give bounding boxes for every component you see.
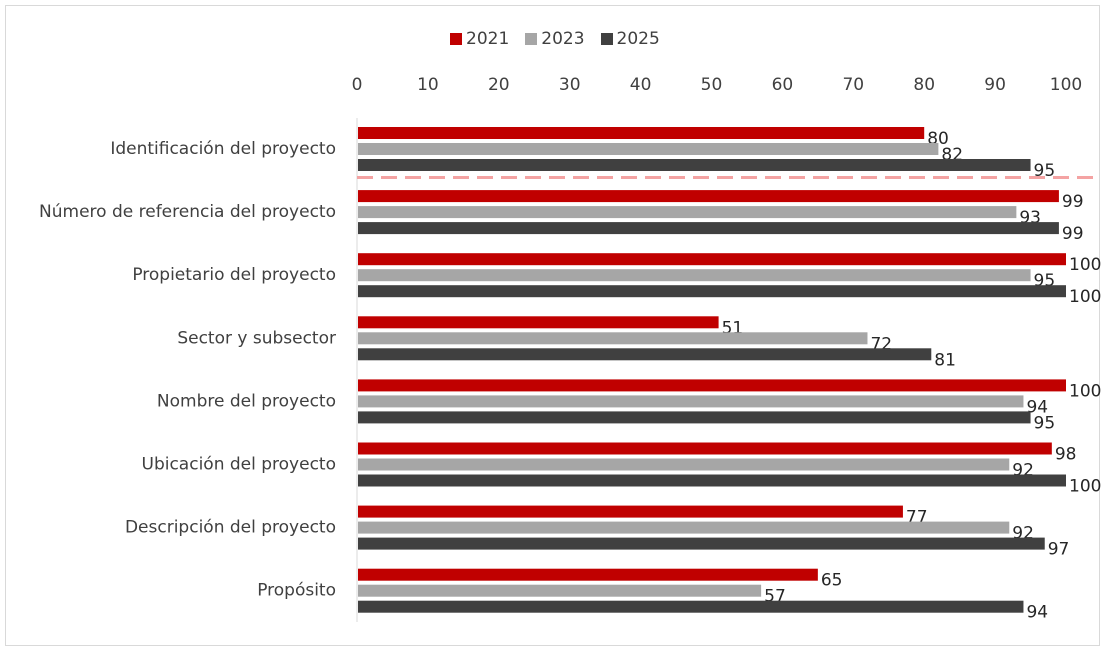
bar-2023	[358, 332, 868, 345]
bar-2025	[358, 159, 1031, 171]
category-label: Número de referencia del proyecto	[39, 202, 336, 222]
data-label-2025: 95	[1034, 413, 1056, 433]
data-label-2023: 94	[1026, 397, 1048, 417]
category-label: Propósito	[257, 581, 336, 601]
x-tick-label: 0	[352, 75, 363, 95]
legend-swatch-2025	[600, 33, 613, 45]
data-label-2021: 100	[1069, 381, 1101, 401]
data-label-2025: 99	[1062, 224, 1084, 244]
bar-2023	[358, 269, 1031, 282]
bar-2023	[358, 143, 939, 155]
bar-2023	[358, 395, 1024, 408]
legend-swatch-2023	[525, 33, 538, 45]
data-label-2025: 97	[1048, 540, 1070, 560]
category-label: Nombre del proyecto	[157, 391, 336, 411]
bar-2025	[358, 537, 1045, 550]
bar-2025	[358, 222, 1059, 235]
bar-2023	[358, 206, 1017, 219]
bar-2021	[358, 379, 1066, 392]
bar-2021	[358, 505, 903, 518]
data-label-2021: 100	[1069, 255, 1101, 275]
bar-2021	[358, 442, 1052, 455]
bar-2023	[358, 584, 762, 597]
category-label: Ubicación del proyecto	[142, 455, 337, 475]
data-label-2021: 98	[1055, 445, 1077, 465]
data-label-2025: 81	[934, 350, 956, 370]
category-label: Propietario del proyecto	[132, 265, 336, 285]
bar-2021	[358, 316, 719, 329]
bar-2025	[358, 411, 1031, 424]
category-label: Sector y subsector	[177, 328, 336, 348]
bar-2021	[358, 568, 818, 581]
bar-2023	[358, 521, 1010, 534]
legend-item-2021: 2021	[450, 29, 509, 49]
data-label-2021: 65	[821, 571, 843, 591]
x-tick-label: 80	[913, 75, 935, 95]
data-label-2025: 100	[1069, 477, 1101, 497]
data-label-2025: 100	[1069, 287, 1101, 307]
bar-2025	[358, 348, 932, 361]
category-label: Descripción del proyecto	[125, 518, 336, 538]
legend-label-2021: 2021	[466, 29, 510, 49]
x-tick-label: 40	[630, 75, 652, 95]
data-label-2021: 99	[1062, 192, 1084, 212]
legend-item-2023: 2023	[525, 29, 585, 49]
bar-2023	[358, 458, 1010, 471]
legend-label-2023: 2023	[541, 29, 585, 49]
bar-2021	[358, 190, 1059, 203]
x-tick-label: 90	[984, 75, 1006, 95]
data-label-2025: 94	[1026, 603, 1048, 623]
x-tick-label: 10	[417, 75, 439, 95]
category-label: Identificación del proyecto	[110, 139, 336, 159]
bar-2021	[358, 253, 1066, 266]
x-tick-label: 70	[842, 75, 864, 95]
bar-2025	[358, 285, 1066, 298]
x-tick-label: 100	[1050, 75, 1082, 95]
bar-2025	[358, 600, 1024, 613]
x-tick-label: 50	[701, 75, 723, 95]
x-tick-label: 20	[488, 75, 510, 95]
x-tick-label: 30	[559, 75, 581, 95]
legend-item-2025: 2025	[600, 29, 660, 49]
bar-2021	[358, 127, 925, 139]
bar-2025	[358, 474, 1066, 487]
legend: 2021 2023 2025	[450, 29, 660, 49]
data-label-2025: 95	[1034, 161, 1056, 181]
legend-label-2025: 2025	[616, 29, 660, 49]
x-tick-label: 60	[772, 75, 794, 95]
legend-swatch-2021	[450, 33, 462, 45]
